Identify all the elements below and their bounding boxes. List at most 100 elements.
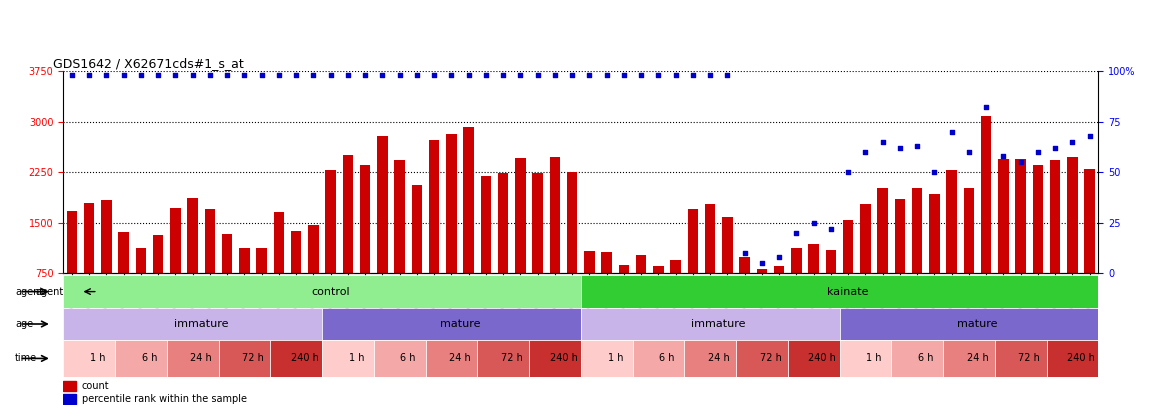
Bar [115,340,167,377]
Bar [529,340,581,377]
Text: 6 h: 6 h [659,354,675,363]
Bar [322,340,374,377]
Text: 72 h: 72 h [1018,354,1041,363]
Point [891,145,910,151]
Text: mature: mature [957,319,998,329]
Point [81,72,98,78]
Bar [891,340,943,377]
Point [736,250,754,256]
Point [546,72,565,78]
Point [925,169,943,175]
Bar [584,251,595,273]
Bar [63,394,76,403]
Point [1029,149,1048,155]
Text: 72 h: 72 h [500,354,523,363]
Point [787,230,805,236]
Bar [684,340,736,377]
Point [1063,139,1081,145]
Bar [515,158,526,273]
Point [97,72,115,78]
Bar [498,173,508,273]
Point [253,72,271,78]
Bar [170,208,181,273]
Point [442,72,460,78]
Bar [218,340,270,377]
Bar [791,248,802,273]
Point [821,226,839,232]
Point [235,72,253,78]
Point [150,72,168,78]
Bar [788,340,840,377]
Point [62,72,81,78]
Bar [63,381,76,391]
Bar [477,340,529,377]
Text: 1 h: 1 h [348,354,365,363]
Point [581,72,599,78]
Point [460,72,478,78]
Point [649,72,667,78]
Point [1081,132,1099,139]
Text: 72 h: 72 h [759,354,782,363]
Bar [136,248,146,273]
Bar [670,260,681,273]
Bar [739,256,750,273]
Bar [860,204,871,273]
Text: age: age [15,319,33,329]
Point [614,72,632,78]
Text: 6 h: 6 h [400,354,416,363]
Bar [943,340,995,377]
Point [978,104,996,111]
Point [322,72,340,78]
Bar [429,141,439,273]
Bar [929,194,940,273]
Bar [877,188,888,273]
Bar [840,340,891,377]
Text: mature: mature [439,319,481,329]
Bar [912,188,922,273]
Text: agent: agent [34,287,63,296]
Bar [581,275,1098,308]
Point [288,72,306,78]
Bar [325,170,336,273]
Point [511,72,529,78]
Point [115,72,132,78]
Bar [256,248,267,273]
Text: 6 h: 6 h [141,354,158,363]
Bar [222,234,232,273]
Bar [981,116,991,273]
Point [1046,145,1065,151]
Point [407,72,426,78]
Bar [426,340,477,377]
Point [874,139,892,145]
Bar [308,226,319,273]
Bar [964,188,974,273]
Bar [322,308,581,340]
Bar [291,231,301,273]
Text: immature: immature [691,319,746,329]
Text: GDS1642 / X62671cds#1_s_at: GDS1642 / X62671cds#1_s_at [53,57,244,70]
Point [683,72,702,78]
Text: count: count [82,381,109,391]
Text: 24 h: 24 h [191,354,212,363]
Bar [636,255,646,273]
Point [356,72,375,78]
Point [1012,159,1030,165]
Bar [826,250,836,273]
Text: 24 h: 24 h [967,354,988,363]
Bar [532,173,543,273]
Bar [239,248,250,273]
Bar [205,209,215,273]
Bar [550,157,560,273]
Bar [481,175,491,273]
Point [131,72,150,78]
Bar [581,340,632,377]
Point [200,72,218,78]
Bar [653,266,664,273]
Bar [688,209,698,273]
Bar [463,127,474,273]
Bar [394,160,405,273]
Bar [774,266,784,273]
Bar [581,308,840,340]
Text: 6 h: 6 h [918,354,934,363]
Bar [619,264,629,273]
